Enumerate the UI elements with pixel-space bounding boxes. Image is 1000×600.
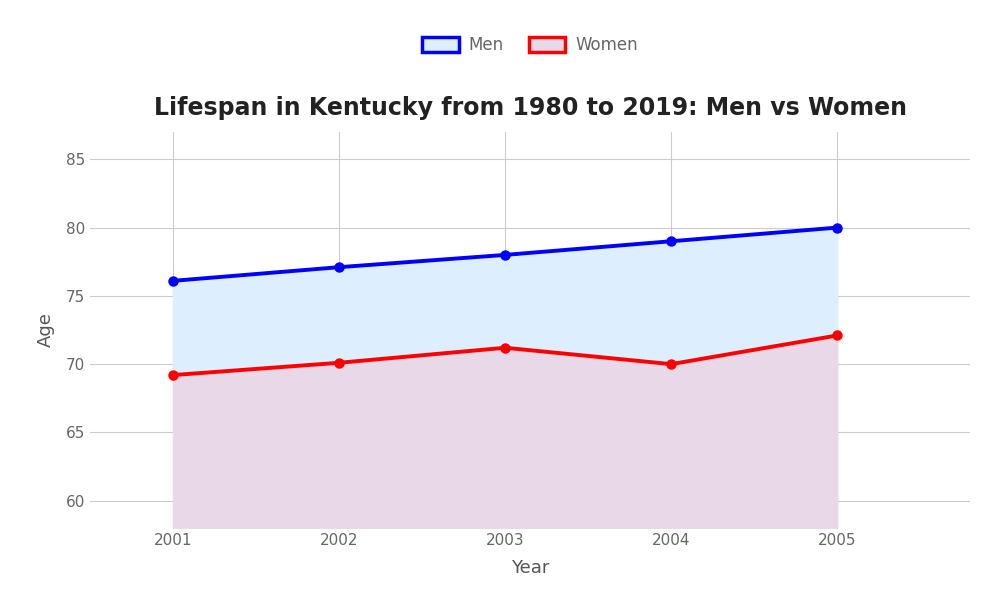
Title: Lifespan in Kentucky from 1980 to 2019: Men vs Women: Lifespan in Kentucky from 1980 to 2019: … — [154, 97, 906, 121]
Y-axis label: Age: Age — [37, 313, 55, 347]
Legend: Men, Women: Men, Women — [415, 29, 645, 61]
X-axis label: Year: Year — [511, 559, 549, 577]
